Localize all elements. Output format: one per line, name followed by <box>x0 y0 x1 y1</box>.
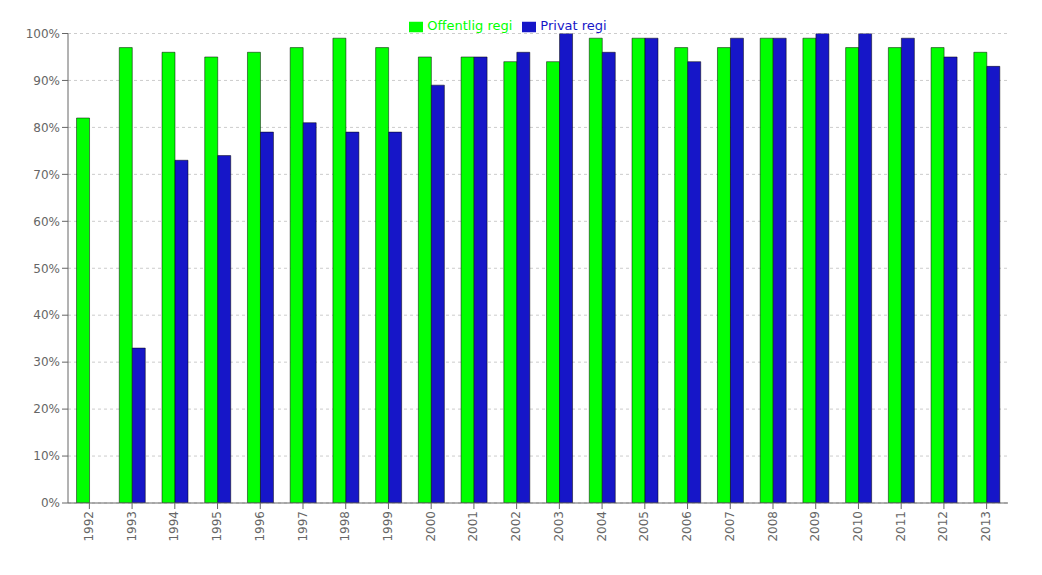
svg-text:1993: 1993 <box>125 511 139 542</box>
svg-text:90%: 90% <box>33 74 60 88</box>
svg-text:40%: 40% <box>33 308 60 322</box>
svg-text:2004: 2004 <box>595 511 609 542</box>
svg-text:2001: 2001 <box>466 511 480 542</box>
svg-text:2005: 2005 <box>637 511 651 542</box>
svg-text:50%: 50% <box>33 262 60 276</box>
svg-text:1992: 1992 <box>82 511 96 542</box>
svg-text:0%: 0% <box>41 496 60 510</box>
svg-text:20%: 20% <box>33 402 60 416</box>
svg-text:2003: 2003 <box>552 511 566 542</box>
svg-text:2000: 2000 <box>424 511 438 542</box>
svg-text:1999: 1999 <box>381 511 395 542</box>
svg-text:70%: 70% <box>33 168 60 182</box>
svg-text:80%: 80% <box>33 121 60 135</box>
svg-text:1995: 1995 <box>210 511 224 542</box>
svg-text:1998: 1998 <box>338 511 352 542</box>
svg-text:2010: 2010 <box>851 511 865 542</box>
svg-text:30%: 30% <box>33 355 60 369</box>
svg-text:2011: 2011 <box>894 511 908 542</box>
svg-text:10%: 10% <box>33 449 60 463</box>
svg-text:1994: 1994 <box>167 511 181 542</box>
svg-text:2013: 2013 <box>979 511 993 542</box>
svg-text:2007: 2007 <box>723 511 737 542</box>
svg-text:2012: 2012 <box>936 511 950 542</box>
svg-text:1997: 1997 <box>296 511 310 542</box>
svg-text:2009: 2009 <box>808 511 822 542</box>
html-text:Offentlig regi: Offentlig regi <box>427 18 513 33</box>
svg-text:2008: 2008 <box>766 511 780 542</box>
svg-text:1996: 1996 <box>253 511 267 542</box>
svg-text:60%: 60% <box>33 215 60 229</box>
html-text:Privat regi: Privat regi <box>540 18 607 33</box>
svg-text:2006: 2006 <box>680 511 694 542</box>
svg-text:100%: 100% <box>26 27 60 41</box>
svg-text:2002: 2002 <box>509 511 523 542</box>
